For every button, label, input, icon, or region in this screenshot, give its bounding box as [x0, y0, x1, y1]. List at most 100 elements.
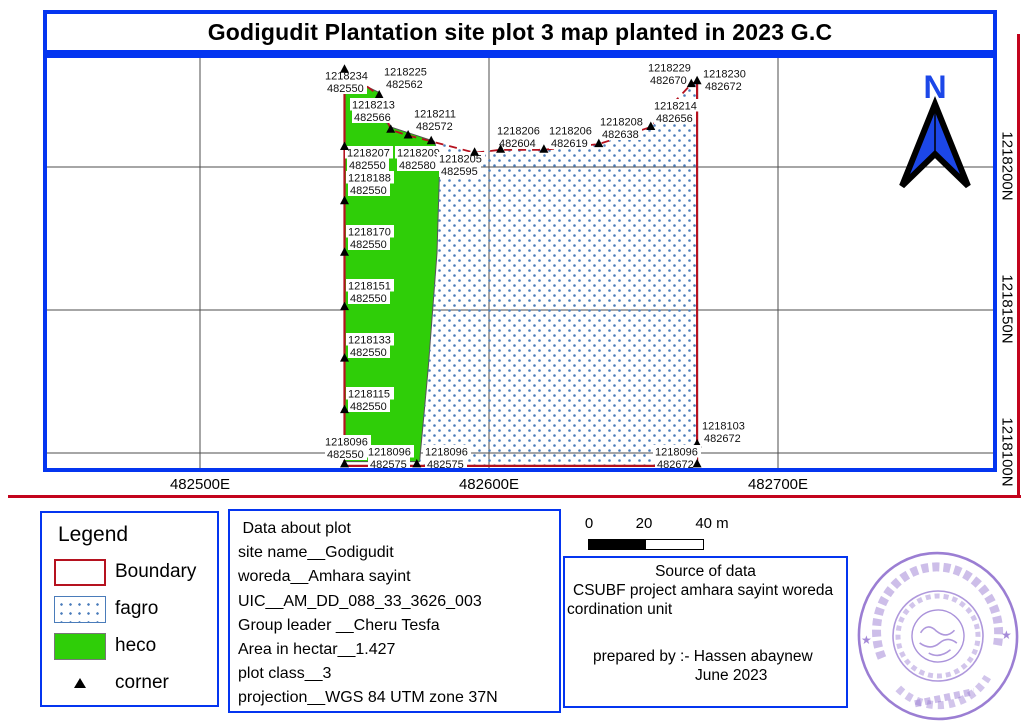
y-axis-tick-label: 1218150N [998, 274, 1016, 344]
corner-marker-icon [539, 144, 549, 153]
label-halo [346, 225, 394, 238]
legend: Legend Boundary fagro heco corner [40, 511, 219, 707]
corner-northing-label: 1218206 [497, 126, 540, 138]
corner-easting-label: 482550 [350, 293, 387, 305]
label-halo [348, 183, 390, 196]
scale-bar-white-segment [646, 540, 703, 549]
scale-tick-20: 20 [635, 515, 653, 532]
corner-northing-label: 1218096 [655, 447, 698, 459]
legend-label: heco [115, 635, 157, 656]
corner-northing-label: 1218188 [348, 173, 391, 185]
label-halo [703, 79, 745, 92]
heco-swatch-icon [54, 632, 106, 660]
label-halo [425, 457, 467, 468]
corner-marker-icon [340, 247, 349, 256]
label-halo [439, 164, 481, 177]
label-halo [347, 158, 389, 171]
corner-easting-label: 482550 [350, 239, 387, 251]
label-halo [702, 431, 744, 444]
corner-marker-icon [340, 353, 349, 362]
corner-northing-label: 1218209 [397, 148, 440, 160]
fagro-polygon[interactable] [416, 81, 698, 466]
corner-northing-label: 1218205 [439, 154, 482, 166]
label-halo [549, 136, 591, 149]
plot-info-group-leader: Group leader __Cheru Tesfa [238, 616, 440, 634]
corner-marker-icon [496, 144, 506, 153]
corner-northing-label: 1218214 [654, 101, 697, 113]
corner-easting-label: 482619 [551, 138, 588, 150]
plot-info-site-name: site name__Godigudit [238, 544, 394, 562]
corner-easting-label: 482638 [602, 129, 639, 141]
label-halo [348, 291, 390, 304]
corner-easting-label: 482550 [327, 83, 364, 95]
corner-easting-label: 482550 [349, 160, 386, 172]
sheet-red-line-vertical [1017, 34, 1020, 496]
source-org-line2: cordination unit [567, 601, 673, 618]
label-halo [654, 111, 696, 124]
scale-bar-black-segment [589, 540, 646, 549]
label-halo [348, 399, 390, 412]
map-frame[interactable]: N 1218234 482550 1218225 482562 1218213 482566… [43, 54, 997, 472]
legend-item-heco: heco [54, 631, 217, 661]
x-axis-tick-label: 482500E [169, 476, 231, 493]
official-stamp: ★ ★ [857, 551, 1019, 721]
plot-info-woreda: woreda__Amhara sayint [238, 568, 411, 586]
corner-easting-label: 482562 [386, 79, 423, 91]
corner-northing-label: 1218096 [425, 447, 468, 459]
corner-marker-icon [340, 458, 349, 468]
legend-item-fagro: fagro [54, 594, 217, 624]
scale-tick-0: 0 [584, 515, 594, 532]
label-halo [384, 77, 426, 90]
corner-marker-icon [692, 458, 702, 468]
corner-northing-label: 1218096 [325, 437, 368, 449]
label-halo [495, 124, 543, 137]
label-halo [325, 81, 367, 94]
corner-marker-icon [340, 301, 349, 311]
source-title: Source of data [655, 563, 756, 580]
legend-label: fagro [115, 598, 159, 619]
fagro-swatch-icon [54, 595, 106, 623]
label-halo [497, 136, 539, 149]
x-axis-tick-label: 482700E [747, 476, 809, 493]
label-halo [350, 98, 398, 111]
stamp-star-left-icon: ★ [861, 633, 872, 647]
corner-northing-label: 1218234 [325, 71, 368, 83]
label-halo [701, 67, 749, 80]
label-halo [323, 435, 371, 448]
corner-marker-icon [646, 121, 656, 130]
corner-northing-label: 1218206 [549, 126, 592, 138]
label-halo [653, 445, 701, 458]
corner-easting-label: 482550 [350, 401, 387, 413]
corner-easting-label: 482672 [657, 459, 694, 468]
north-arrow-label: N [923, 69, 946, 105]
corner-marker-icon [340, 195, 349, 205]
corner-northing-label: 1218133 [348, 335, 391, 347]
source-date: June 2023 [695, 667, 768, 684]
north-arrow: N [899, 69, 971, 189]
legend-title: Legend [58, 523, 129, 546]
map-canvas: N121823448255012182254825621218213482566… [47, 58, 993, 468]
label-halo [352, 110, 394, 123]
label-halo [397, 158, 439, 171]
map-title: Godigudit Plantation site plot 3 map pla… [207, 18, 833, 45]
corner-northing-label: 1218225 [384, 67, 427, 79]
x-axis-tick-label: 482600E [458, 476, 520, 493]
label-halo [648, 73, 690, 86]
corner-easting-label: 482550 [350, 185, 387, 197]
plot-info-plot-class: plot class__3 [238, 665, 332, 683]
label-halo [325, 447, 367, 460]
